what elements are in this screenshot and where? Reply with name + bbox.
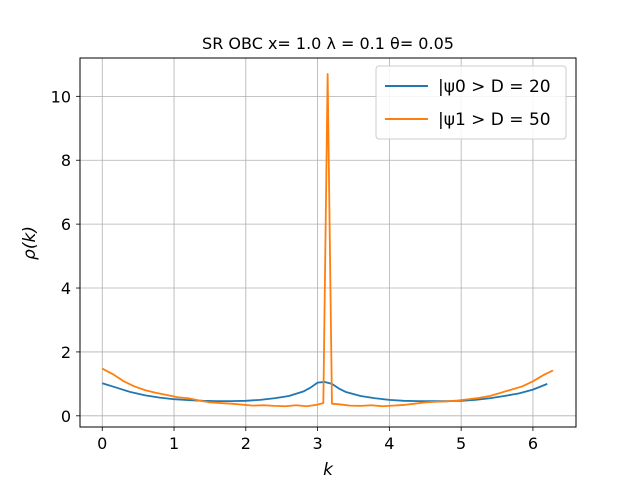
y-tick-label: 0 [61,407,71,426]
legend-box [375,65,567,140]
x-tick-label: 4 [384,434,394,453]
axis-ticks: 0 1 2 3 4 5 6 0 2 4 6 8 10 [51,87,538,453]
x-axis-label: k [323,460,334,480]
legend: |ψ0 > D = 20 |ψ1 > D = 50 [375,65,567,140]
series-line-2 [101,73,554,408]
plot-area [79,57,577,428]
chart-title: SR OBC x= 1.0 λ = 0.1 θ= 0.05 [202,34,454,53]
legend-label-series-1: |ψ0 > D = 20 [438,77,551,97]
x-tick-label: 1 [169,434,179,453]
x-tick-label: 5 [456,434,466,453]
y-tick-label: 8 [61,151,71,170]
x-tick-label: 2 [241,434,251,453]
y-tick-label: 10 [51,87,71,106]
x-tick-label: 0 [97,434,107,453]
y-tick-label: 2 [61,343,71,362]
y-tick-label: 6 [61,215,71,234]
grid [80,58,576,427]
y-axis-label: ρ(k) [20,226,40,260]
series-lines [101,73,554,408]
x-tick-label: 6 [528,434,538,453]
x-tick-label: 3 [312,434,322,453]
y-tick-label: 4 [61,279,71,298]
series-line-1 [101,381,548,403]
legend-label-series-2: |ψ1 > D = 50 [438,110,551,130]
